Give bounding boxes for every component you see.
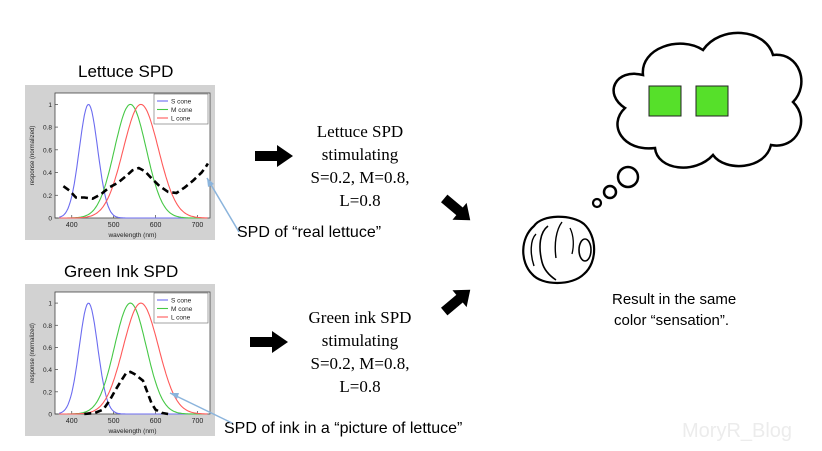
y-axis-label: response (normalized) [30, 323, 36, 383]
right-arrow-icon [250, 331, 288, 353]
result-text: Result in the same color “sensation”. [612, 289, 736, 331]
y-tick-label: 0.8 [43, 323, 52, 330]
y-tick-label: 0.8 [43, 125, 52, 132]
green-square [648, 85, 682, 117]
m-cone-curve [59, 103, 208, 219]
legend-label: L cone [171, 115, 191, 122]
diagonal-arrow-icon [440, 289, 471, 316]
stimulus-text-lettuce: Lettuce SPD stimulating S=0.2, M=0.8, L=… [290, 120, 430, 212]
y-tick-label: 0.4 [43, 367, 52, 374]
pointer-line-top [206, 177, 240, 233]
m-cone-curve [59, 302, 208, 415]
x-tick-label: 700 [192, 418, 204, 425]
y-axis-label: response (normalized) [30, 126, 36, 186]
x-axis-label: wavelength (nm) [107, 428, 156, 435]
right-arrow-icon [255, 145, 293, 167]
green-square [695, 85, 729, 117]
stimulus-line: stimulating [321, 331, 399, 350]
thought-cloud-icon [591, 31, 803, 209]
stimulus-line: Green ink SPD [308, 308, 412, 327]
l-cone-curve [59, 103, 208, 219]
y-tick-label: 0.6 [43, 147, 52, 154]
x-tick-label: 500 [108, 222, 120, 229]
y-tick-label: 0.4 [43, 170, 52, 177]
legend-label: M cone [171, 107, 193, 114]
spd-curve [62, 162, 210, 201]
x-tick-label: 600 [150, 222, 162, 229]
y-tick-label: 0.2 [43, 389, 52, 396]
legend-label: L cone [171, 314, 191, 321]
panel-title-green-ink: Green Ink SPD [64, 262, 179, 281]
x-axis-label: wavelength (nm) [107, 232, 156, 239]
legend-label: S cone [171, 98, 192, 105]
y-tick-label: 0.2 [43, 193, 52, 200]
stimulus-line: S=0.2, M=0.8, [310, 354, 410, 373]
x-tick-label: 700 [192, 222, 204, 229]
watermark: MoryR_Blog [682, 420, 793, 442]
stimulus-line: S=0.2, M=0.8, [310, 168, 410, 187]
stimulus-line: Lettuce SPD [316, 122, 404, 141]
panel-title-lettuce: Lettuce SPD [78, 62, 174, 81]
spd-curve [84, 370, 169, 416]
x-tick-label: 400 [66, 418, 78, 425]
y-tick-label: 0.6 [43, 345, 52, 352]
legend-label: M cone [171, 306, 193, 313]
diagonal-arrow-icon [440, 194, 471, 221]
lettuce-spd-chart: 0 0.2 0.4 0.6 0.8 1 400 500 600 700 wavelength (nm… [25, 85, 215, 240]
stimulus-line: L=0.8 [339, 377, 381, 396]
note-real-lettuce: SPD of “real lettuce” [237, 224, 382, 241]
x-tick-label: 600 [150, 418, 162, 425]
y-tick-label: 1 [48, 301, 52, 308]
result-line: color “sensation”. [614, 312, 730, 329]
y-tick-label: 1 [48, 102, 52, 109]
stimulus-text-green-ink: Green ink SPD stimulating S=0.2, M=0.8, … [290, 306, 430, 398]
x-tick-label: 400 [66, 222, 78, 229]
head-icon [522, 215, 596, 285]
l-cone-curve [59, 302, 208, 415]
stimulus-line: stimulating [321, 145, 399, 164]
stimulus-line: L=0.8 [339, 191, 381, 210]
result-line: Result in the same [612, 291, 737, 308]
pointer-line-bottom [169, 392, 233, 424]
legend-label: S cone [171, 297, 192, 304]
x-tick-label: 500 [108, 418, 120, 425]
green-ink-spd-chart: 0 0.2 0.4 0.6 0.8 1 400 500 600 700 wavelength (nm… [25, 284, 215, 436]
note-picture-of-lettuce: SPD of ink in a “picture of lettuce” [224, 420, 463, 437]
y-tick-label: 0 [48, 412, 52, 419]
y-tick-label: 0 [48, 216, 52, 223]
